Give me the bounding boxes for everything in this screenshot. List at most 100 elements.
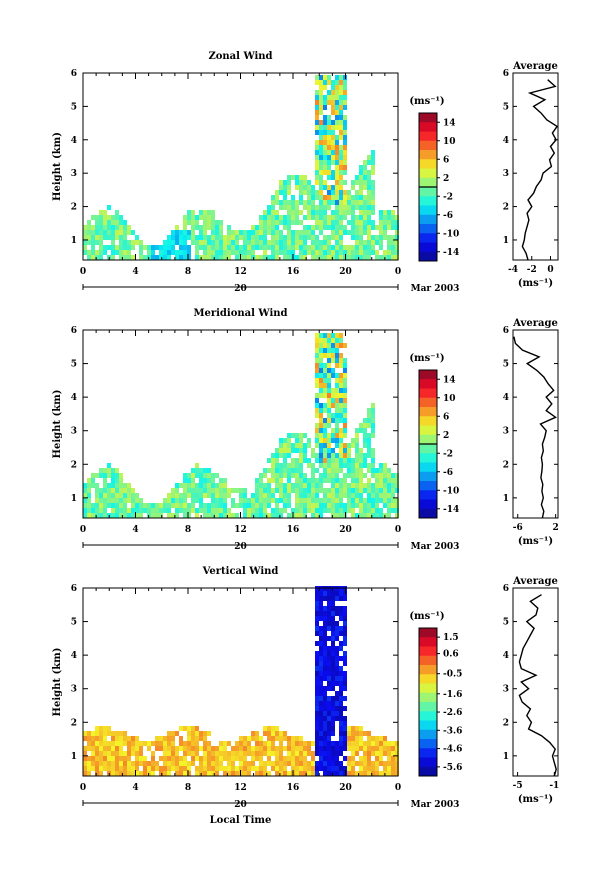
- average-y-tick-label: 5: [503, 618, 509, 628]
- colorbar-swatch: [419, 665, 437, 675]
- colorbar-tick-label: -14: [443, 248, 459, 258]
- colorbar-swatch: [419, 168, 437, 179]
- colorbar-swatch: [419, 224, 437, 234]
- colorbar-tick-label: -0.5: [443, 670, 462, 680]
- date-label: Mar 2003: [411, 800, 460, 810]
- colorbar-label: (ms⁻¹): [409, 353, 444, 364]
- colorbar-tick-label: -6: [443, 211, 453, 221]
- average-x-tick-label: -6: [513, 523, 523, 533]
- y-tick-label: 6: [71, 69, 77, 79]
- colorbar-label: (ms⁻¹): [409, 611, 444, 622]
- heatmap-cells: [83, 586, 399, 776]
- colorbar-swatch: [419, 205, 437, 216]
- x-tick-label: 20: [339, 783, 352, 793]
- average-y-tick-label: 2: [503, 460, 509, 470]
- colorbar-swatch: [419, 646, 437, 657]
- colorbar-swatch: [419, 242, 437, 253]
- colorbar-label: (ms⁻¹): [409, 96, 444, 107]
- colorbar-tick-label: -2: [443, 192, 453, 202]
- colorbar-swatch: [419, 187, 437, 197]
- average-y-tick-label: 5: [503, 102, 509, 112]
- x-tick-label: 12: [234, 525, 247, 535]
- colorbar-swatch: [419, 637, 437, 647]
- x-tick-label: 20: [339, 525, 352, 535]
- colorbar-swatch: [419, 702, 437, 712]
- average-profile-line: [518, 594, 557, 777]
- panel-title: Zonal Wind: [208, 51, 272, 62]
- colorbar-swatch: [419, 177, 437, 188]
- y-tick-label: 3: [71, 169, 77, 179]
- colorbar-swatch: [419, 140, 437, 151]
- average-y-tick-label: 1: [503, 236, 509, 246]
- heatmap-cells: [83, 333, 399, 518]
- y-tick-label: 1: [71, 236, 77, 246]
- average-profile-line: [521, 79, 559, 261]
- y-tick-label: 2: [71, 460, 77, 470]
- colorbar-swatch: [419, 131, 437, 142]
- x-tick-label: 0: [395, 267, 401, 277]
- colorbar-tick-label: -2.6: [443, 708, 462, 718]
- average-x-tick-label: 2: [552, 523, 558, 533]
- colorbar-tick-label: 14: [443, 118, 456, 128]
- y-tick-label: 5: [71, 618, 77, 628]
- average-y-tick-label: 3: [503, 685, 509, 695]
- colorbar-swatch: [419, 434, 437, 445]
- average-x-tick-label: -5: [513, 781, 523, 791]
- average-y-tick-label: 5: [503, 360, 509, 370]
- colorbar-swatch: [419, 729, 437, 740]
- date-label: Mar 2003: [411, 284, 460, 294]
- colorbar-swatch: [419, 711, 437, 721]
- colorbar-swatch: [419, 379, 437, 389]
- colorbar-tick-label: -14: [443, 505, 459, 515]
- average-x-label: (ms⁻¹): [518, 536, 553, 547]
- average-title: Average: [512, 318, 558, 329]
- colorbar-swatch: [419, 757, 437, 768]
- colorbar-swatch: [419, 481, 437, 491]
- colorbar-swatch: [419, 674, 437, 684]
- y-axis-label: Height (km): [52, 648, 63, 717]
- colorbar-swatch: [419, 766, 437, 777]
- colorbar-tick-label: 1.5: [443, 633, 459, 643]
- colorbar-swatch: [419, 628, 437, 638]
- average-frame: [512, 329, 559, 519]
- colorbar-swatch: [419, 122, 437, 132]
- colorbar-tick-label: 6: [443, 155, 449, 165]
- x-tick-label: 4: [132, 783, 138, 793]
- colorbar-swatch: [419, 214, 437, 225]
- average-y-tick-label: 1: [503, 494, 509, 504]
- colorbar-tick-label: -10: [443, 486, 459, 496]
- average-title: Average: [512, 61, 558, 72]
- colorbar-tick-label: 2: [443, 431, 449, 441]
- y-axis-label: Height (km): [52, 390, 63, 459]
- average-x-label: (ms⁻¹): [518, 278, 553, 289]
- y-tick-label: 2: [71, 718, 77, 728]
- average-x-label: (ms⁻¹): [518, 794, 553, 805]
- x-tick-label: 8: [185, 267, 191, 277]
- average-y-tick-label: 2: [503, 718, 509, 728]
- colorbar-swatch: [419, 462, 437, 473]
- day-label: 20: [234, 800, 247, 810]
- y-tick-label: 5: [71, 102, 77, 112]
- colorbar-swatch: [419, 196, 437, 206]
- colorbar-swatch: [419, 251, 437, 262]
- x-tick-label: 0: [80, 525, 86, 535]
- colorbar-swatch: [419, 233, 437, 243]
- colorbar-tick-label: 6: [443, 412, 449, 422]
- x-tick-label: 4: [132, 525, 138, 535]
- average-y-tick-label: 3: [503, 427, 509, 437]
- x-tick-label: 20: [339, 267, 352, 277]
- x-tick-label: 16: [287, 525, 300, 535]
- y-tick-label: 4: [71, 651, 77, 661]
- colorbar-swatch: [419, 407, 437, 417]
- colorbar-swatch: [419, 425, 437, 436]
- y-tick-label: 1: [71, 494, 77, 504]
- average-y-tick-label: 4: [503, 393, 509, 403]
- colorbar-tick-label: 10: [443, 394, 456, 404]
- average-y-tick-label: 6: [503, 326, 509, 336]
- colorbar-swatch: [419, 397, 437, 408]
- colorbar-tick-label: -1.6: [443, 690, 462, 700]
- colorbar-swatch: [419, 471, 437, 482]
- x-tick-label: 0: [395, 783, 401, 793]
- colorbar-swatch: [419, 720, 437, 731]
